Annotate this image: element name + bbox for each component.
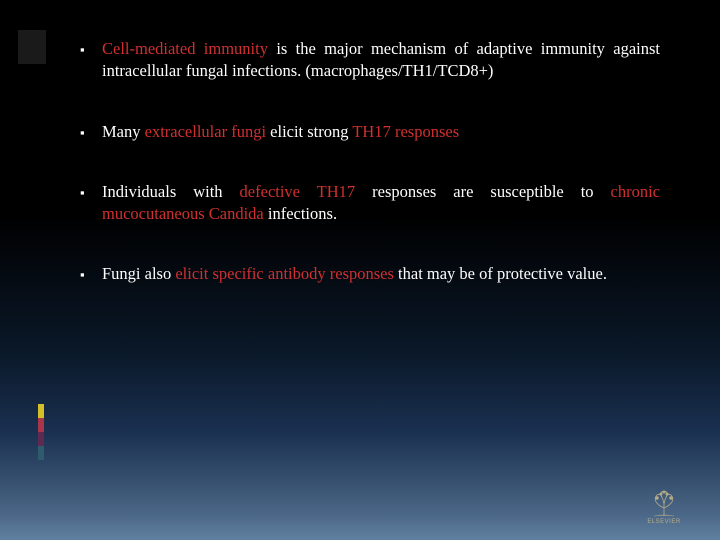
body-text: elicit strong xyxy=(266,122,352,141)
bullet-marker-icon: ▪ xyxy=(80,121,102,142)
publisher-name: ELSEVIER xyxy=(647,519,680,525)
bullet-item: ▪Many extracellular fungi elicit strong … xyxy=(80,121,660,143)
bullet-item: ▪Cell-mediated immunity is the major mec… xyxy=(80,38,660,83)
body-text: Fungi also xyxy=(102,264,175,283)
bullet-text: Fungi also elicit specific antibody resp… xyxy=(102,263,660,285)
body-text: responses are susceptible to xyxy=(355,182,610,201)
bullet-marker-icon: ▪ xyxy=(80,263,102,284)
side-accent-box xyxy=(18,30,46,64)
bullet-text: Many extracellular fungi elicit strong T… xyxy=(102,121,660,143)
color-bar xyxy=(38,418,44,432)
bullet-text: Individuals with defective TH17 response… xyxy=(102,181,660,226)
publisher-logo: ELSEVIER xyxy=(636,486,692,526)
bullet-item: ▪Fungi also elicit specific antibody res… xyxy=(80,263,660,285)
bullet-marker-icon: ▪ xyxy=(80,38,102,59)
highlighted-text: Cell-mediated immunity xyxy=(102,39,268,58)
bullet-item: ▪Individuals with defective TH17 respons… xyxy=(80,181,660,226)
slide-content: ▪Cell-mediated immunity is the major mec… xyxy=(80,38,660,324)
highlighted-text: TH17 responses xyxy=(352,122,459,141)
bullet-text: Cell-mediated immunity is the major mech… xyxy=(102,38,660,83)
color-bar xyxy=(38,432,44,446)
body-text: infections. xyxy=(264,204,337,223)
highlighted-text: elicit specific antibody responses xyxy=(175,264,394,283)
accent-color-bars xyxy=(38,404,44,460)
color-bar xyxy=(38,404,44,418)
body-text: Individuals with xyxy=(102,182,240,201)
highlighted-text: extracellular fungi xyxy=(145,122,266,141)
body-text: that may be of protective value. xyxy=(394,264,607,283)
color-bar xyxy=(38,446,44,460)
bullet-marker-icon: ▪ xyxy=(80,181,102,202)
highlighted-text: defective TH17 xyxy=(240,182,356,201)
body-text: Many xyxy=(102,122,145,141)
tree-icon xyxy=(649,488,679,518)
